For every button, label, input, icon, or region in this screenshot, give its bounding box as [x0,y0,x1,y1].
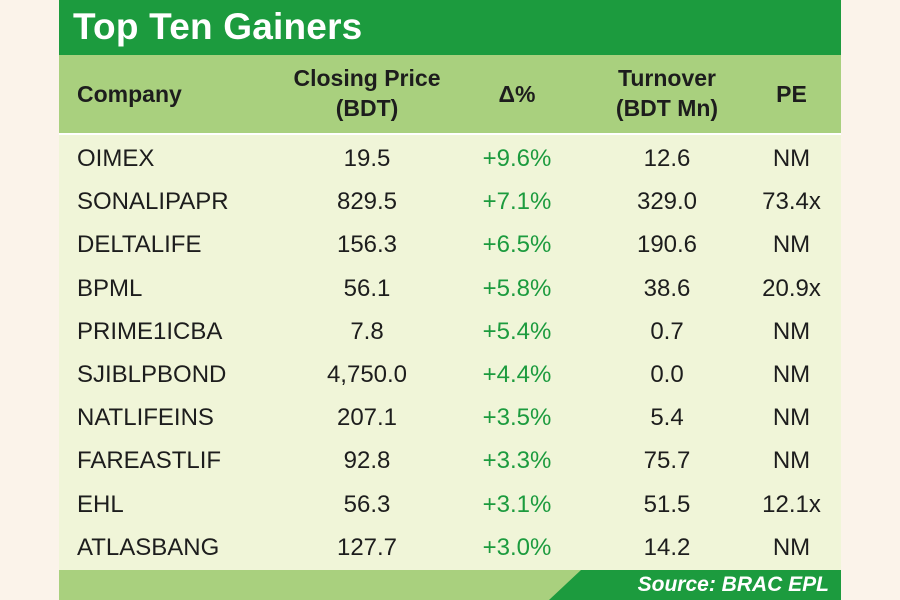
cell-change: +9.6% [482,145,552,172]
table-row: SJIBLPBOND 4,750.0 +4.4% 0.0 NM [59,353,841,396]
header-company-label: Company [77,81,182,107]
table-row: NATLIFEINS 207.1 +3.5% 5.4 NM [59,396,841,439]
cell-change: +4.4% [482,360,552,388]
cell-turnover: 0.0 [650,360,684,388]
cell-turnover: 12.6 [643,145,691,172]
header-turnover: Turnover (BDT Mn) [592,63,742,123]
cell-closing-price: 207.1 [336,404,398,432]
cell-company: BPML [77,274,143,302]
header-pe-label: PE [776,81,807,107]
cell-company: SONALIPAPR [77,188,229,216]
header-turnover-line2: (BDT Mn) [615,95,719,121]
cell-change: +3.3% [482,447,552,475]
cell-change: +7.1% [482,188,552,216]
cell-closing-price: 56.3 [343,490,391,518]
cell-pe: NM [772,404,811,432]
cell-closing-price: 156.3 [336,231,398,259]
header-closing-price-line2: (BDT) [335,95,399,121]
header-pe: PE [742,79,841,109]
table-row: FAREASTLIF 92.8 +3.3% 75.7 NM [59,439,841,482]
cell-pe: NM [772,317,811,345]
cell-change: +3.0% [482,533,552,561]
cell-company: FAREASTLIF [77,447,222,475]
cell-pe: NM [772,447,811,475]
gainers-card: Top Ten Gainers Company Closing Price (B… [59,0,841,600]
header-closing-price: Closing Price (BDT) [272,63,462,123]
cell-change: +3.1% [482,490,552,518]
table-row: BPML 56.1 +5.8% 38.6 20.9x [59,267,841,310]
cell-turnover: 38.6 [643,274,691,302]
source-tab: Source: BRAC EPL [549,570,841,600]
cell-turnover: 190.6 [636,231,698,259]
title-bar: Top Ten Gainers [59,0,841,55]
cell-company: ATLASBANG [77,533,220,561]
cell-turnover: 51.5 [643,490,691,518]
cell-pe: NM [772,533,811,561]
cell-turnover: 5.4 [650,404,684,432]
header-company: Company [77,79,182,109]
header-change: Δ% [462,79,572,109]
cell-closing-price: 127.7 [336,533,398,561]
cell-change: +6.5% [482,231,552,259]
table-row: SONALIPAPR 829.5 +7.1% 329.0 73.4x [59,180,841,223]
table-row: EHL 56.3 +3.1% 51.5 12.1x [59,483,841,526]
cell-pe: 20.9x [762,274,821,302]
header-closing-price-line1: Closing Price [293,65,441,91]
cell-turnover: 14.2 [643,533,691,561]
cell-company: EHL [77,490,124,518]
cell-change: +5.4% [482,317,552,345]
cell-turnover: 0.7 [650,317,684,345]
cell-pe: NM [772,360,811,388]
cell-pe: 12.1x [762,490,821,518]
table-row: PRIME1ICBA 7.8 +5.4% 0.7 NM [59,310,841,353]
cell-turnover: 75.7 [643,447,691,475]
cell-closing-price: 56.1 [343,274,391,302]
cell-company: SJIBLPBOND [77,360,227,388]
cell-closing-price: 19.5 [343,145,391,172]
cell-closing-price: 92.8 [343,447,391,475]
cell-company: NATLIFEINS [77,404,214,432]
cell-pe: 73.4x [762,188,821,216]
table-body: OIMEX 19.5 +9.6% 12.6 NM SONALIPAPR 829.5 +7.1%… [59,137,841,569]
cell-company: PRIME1ICBA [77,317,223,345]
header-change-label: Δ% [498,81,536,107]
cell-closing-price: 829.5 [336,188,398,216]
source-text: Source: BRAC EPL [637,573,829,596]
cell-pe: NM [772,231,811,259]
cell-change: +3.5% [482,404,552,432]
cell-company: DELTALIFE [77,231,202,259]
header-turnover-line1: Turnover [618,65,716,91]
cell-change: +5.8% [482,274,552,302]
table-header: Company Closing Price (BDT) Δ% Turnover … [59,55,841,135]
cell-closing-price: 7.8 [350,317,384,345]
table-row: ATLASBANG 127.7 +3.0% 14.2 NM [59,526,841,569]
cell-turnover: 329.0 [636,188,698,216]
page-title: Top Ten Gainers [73,6,363,47]
table-row: DELTALIFE 156.3 +6.5% 190.6 NM [59,223,841,266]
cell-closing-price: 4,750.0 [326,360,408,388]
table-row: OIMEX 19.5 +9.6% 12.6 NM [59,137,841,180]
cell-company: OIMEX [77,145,155,172]
cell-pe: NM [772,145,811,172]
